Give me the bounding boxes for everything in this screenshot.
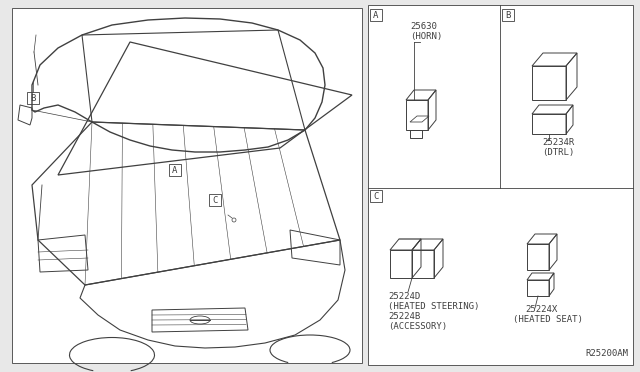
- Text: 25234R: 25234R: [542, 138, 574, 147]
- Bar: [368, 5, 633, 365]
- Text: B: B: [506, 10, 511, 19]
- Bar: [209, 194, 221, 206]
- Text: (HEATED SEAT): (HEATED SEAT): [513, 315, 583, 324]
- Text: 25630: 25630: [410, 22, 437, 31]
- Text: (HEATED STEERING): (HEATED STEERING): [388, 302, 479, 311]
- Text: (ACCESSORY): (ACCESSORY): [388, 322, 447, 331]
- Text: 25224X: 25224X: [525, 305, 557, 314]
- Bar: [370, 9, 382, 21]
- Bar: [169, 164, 181, 176]
- Bar: [27, 92, 39, 104]
- Text: A: A: [373, 10, 379, 19]
- Text: R25200AM: R25200AM: [585, 349, 628, 358]
- Text: (DTRL): (DTRL): [542, 148, 574, 157]
- Text: C: C: [373, 192, 379, 201]
- Text: 25224B: 25224B: [388, 312, 420, 321]
- Text: (HORN): (HORN): [410, 32, 442, 41]
- Bar: [502, 9, 514, 21]
- Text: 25224D: 25224D: [388, 292, 420, 301]
- Text: C: C: [212, 196, 218, 205]
- Bar: [370, 190, 382, 202]
- Text: A: A: [172, 166, 178, 174]
- Text: B: B: [30, 93, 36, 103]
- Bar: [12, 8, 362, 363]
